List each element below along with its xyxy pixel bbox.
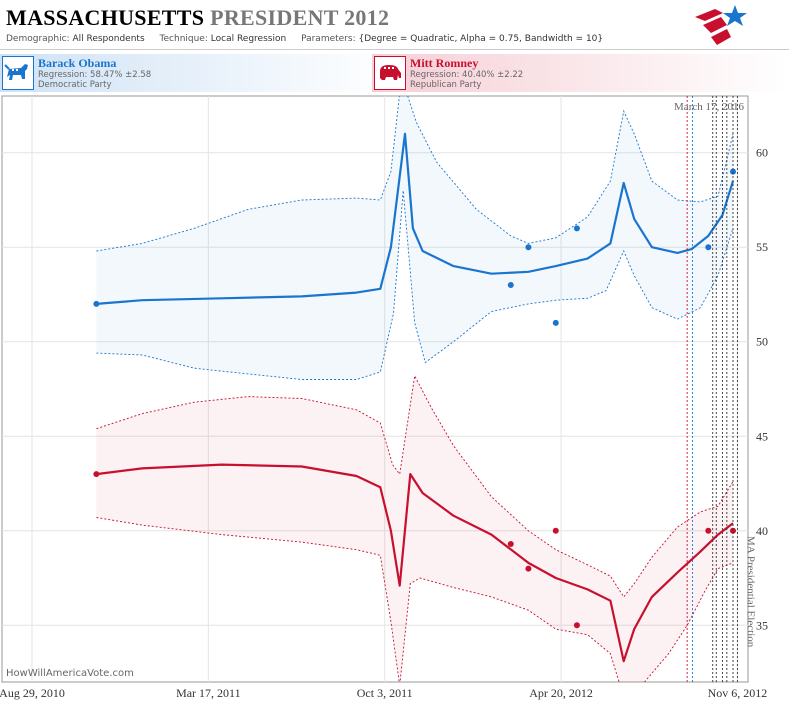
x-tick-label: Nov 6, 2012 xyxy=(708,686,768,700)
poll-point xyxy=(525,565,532,572)
poll-point xyxy=(552,527,559,534)
site-credit: HowWillAmericaVote.com xyxy=(6,668,134,679)
candidate-card-romney: Mitt Romney Regression: 40.40% ±2.22 Rep… xyxy=(372,54,789,92)
page-title: MASSACHUSETTS PRESIDENT 2012 xyxy=(6,5,389,31)
poll-point xyxy=(730,527,737,534)
poll-point xyxy=(552,319,559,326)
x-tick-label: Oct 3, 2011 xyxy=(357,686,413,700)
y-tick-label: 45 xyxy=(756,429,768,443)
regression-chart: 35 40 45 50 55 60 Aug 29, 2010 Mar 17, 2011 Oct … xyxy=(0,95,768,700)
poll-point xyxy=(730,168,737,175)
election-annotation: MA Presidential Election xyxy=(744,536,756,648)
upper-bound-line xyxy=(96,374,734,598)
demographic-label: Demographic: xyxy=(6,34,70,44)
confidence-band xyxy=(96,375,733,682)
date-annotation: March 17, 2016 xyxy=(674,101,744,113)
parameters-line: Demographic: All Respondents Technique: … xyxy=(6,34,615,44)
y-tick-label: 40 xyxy=(756,524,768,538)
title-state: MASSACHUSETTS xyxy=(6,5,205,30)
candidate-party: Republican Party xyxy=(410,80,482,90)
poll-point xyxy=(573,225,580,232)
plot-frame xyxy=(1,95,749,683)
candidate-party: Democratic Party xyxy=(38,80,112,90)
candidate-regression: Regression: 58.47% ±2.58 xyxy=(38,70,152,80)
y-tick-label: 60 xyxy=(756,146,768,160)
poll-point xyxy=(507,282,514,289)
regression-line xyxy=(96,463,734,663)
y-tick-label: 50 xyxy=(756,335,768,349)
poll-point xyxy=(705,244,712,251)
technique-value: Local Regression xyxy=(210,34,287,44)
poll-point xyxy=(525,244,532,251)
demographic-value: All Respondents xyxy=(72,34,145,44)
technique-label: Technique: xyxy=(159,34,208,44)
header-divider xyxy=(0,49,789,50)
poll-point xyxy=(93,300,100,307)
title-race: PRESIDENT 2012 xyxy=(210,5,390,30)
technique-group: Technique: Local Regression xyxy=(160,34,287,44)
poll-point xyxy=(573,622,580,629)
confidence-band xyxy=(96,96,733,380)
x-tick-label: Mar 17, 2011 xyxy=(176,686,241,700)
candidate-regression: Regression: 40.40% ±2.22 xyxy=(410,70,524,80)
x-tick-label: Apr 20, 2012 xyxy=(529,686,593,700)
lower-bound-line xyxy=(96,517,734,682)
parameters-label: Parameters: xyxy=(301,34,356,44)
site-logo-icon xyxy=(695,5,747,45)
elephant-icon xyxy=(374,56,406,90)
parameters-group: Parameters: {Degree = Quadratic, Alpha =… xyxy=(301,34,603,44)
y-tick-label: 55 xyxy=(756,240,768,254)
parameters-value: {Degree = Quadratic, Alpha = 0.75, Bandw… xyxy=(358,34,604,44)
x-tick-label: Aug 29, 2010 xyxy=(0,686,65,700)
donkey-icon xyxy=(2,56,34,90)
poll-point xyxy=(705,527,712,534)
regression-line xyxy=(96,132,735,305)
y-tick-label: 35 xyxy=(756,618,768,632)
demographic-group: Demographic: All Respondents xyxy=(6,34,145,44)
candidate-card-obama: Barack Obama Regression: 58.47% ±2.58 De… xyxy=(0,54,394,92)
poll-point xyxy=(507,541,514,548)
candidate-name: Barack Obama xyxy=(38,56,117,70)
lower-bound-line xyxy=(96,190,734,380)
candidate-name: Mitt Romney xyxy=(410,56,479,70)
upper-bound-line xyxy=(96,96,734,252)
poll-point xyxy=(93,471,100,478)
